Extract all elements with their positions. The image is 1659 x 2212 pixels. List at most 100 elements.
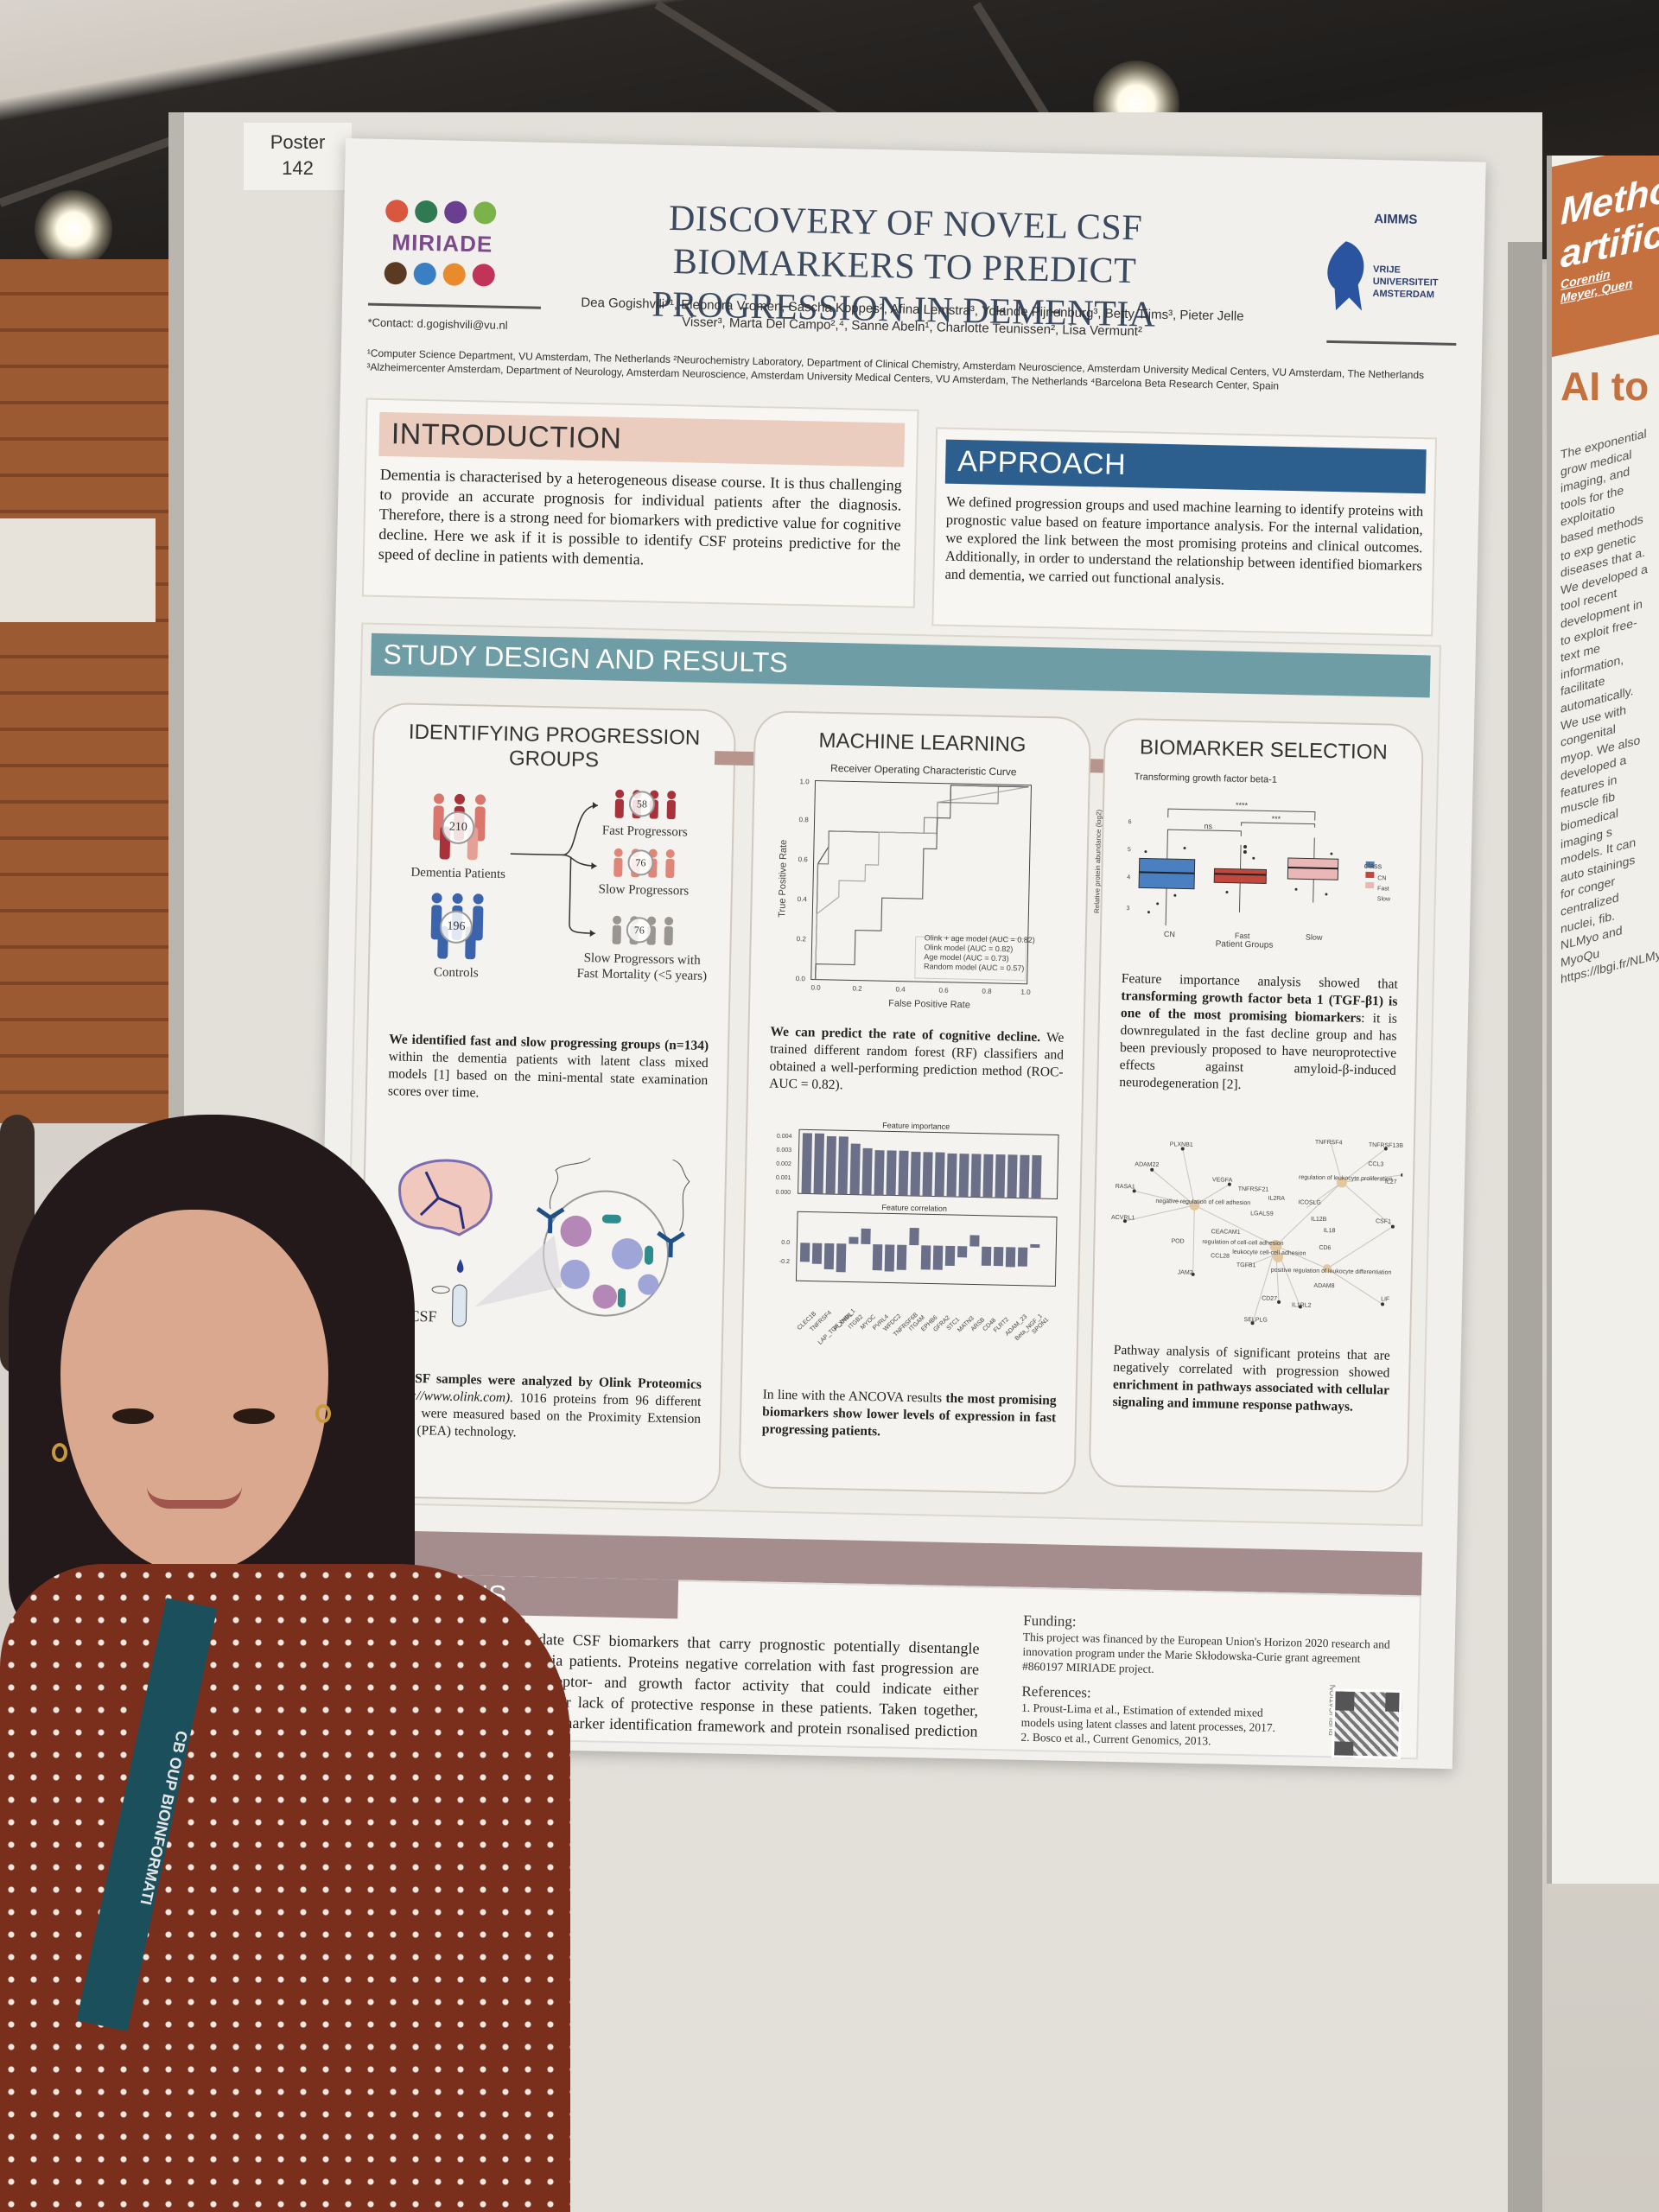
test-tube-icon bbox=[451, 1284, 467, 1327]
svg-text:5: 5 bbox=[1128, 847, 1131, 853]
svg-text:CCL3: CCL3 bbox=[1368, 1161, 1383, 1167]
svg-text:0.6: 0.6 bbox=[938, 987, 949, 995]
earring-icon bbox=[315, 1404, 331, 1423]
fast-label: Fast Progressors bbox=[601, 823, 688, 840]
gene-tick-labels: CLEC1B TNFRSF4 LAP_TGF_beta_1 PLXNB1 ITG… bbox=[795, 1292, 1064, 1357]
funding-text: This project was financed by the Europea… bbox=[1021, 1630, 1390, 1675]
progression-groups-text: We identified fast and slow progressing … bbox=[388, 1031, 709, 1107]
vu-amsterdam-logo: AIMMS VRIJE UNIVERSITEIT AMSTERDAM bbox=[1319, 211, 1451, 334]
smile bbox=[147, 1486, 242, 1509]
miriade-logo: MIRIADE bbox=[384, 199, 498, 289]
brain-icon bbox=[398, 1159, 493, 1236]
svg-text:ICOSLG: ICOSLG bbox=[1298, 1199, 1321, 1206]
boxplot-xlabel: Patient Groups bbox=[1215, 939, 1274, 950]
svg-text:0.0: 0.0 bbox=[796, 975, 806, 982]
svg-text:0.002: 0.002 bbox=[776, 1161, 791, 1167]
logo-dot-icon bbox=[473, 201, 497, 225]
branch-arrows bbox=[510, 802, 598, 938]
study-design-section: STUDY DESIGN AND RESULTS IDENTIFYING PRO… bbox=[342, 622, 1441, 1527]
svg-text:CEACAM1: CEACAM1 bbox=[1211, 1229, 1241, 1236]
vu-wordmark: VRIJE UNIVERSITEIT AMSTERDAM bbox=[1372, 264, 1439, 301]
approach-text: We defined progression groups and used m… bbox=[944, 493, 1424, 588]
boxplot-legend-cn: CN bbox=[1377, 875, 1387, 882]
progression-groups-panel: IDENTIFYING PROGRESSION GROUPS 210 Demen… bbox=[357, 702, 737, 1505]
svg-text:1.0: 1.0 bbox=[1020, 988, 1031, 996]
logo-dot-icon bbox=[443, 200, 467, 224]
polka-dot-blouse bbox=[0, 1564, 570, 2212]
boxplot-tick-cn: CN bbox=[1163, 930, 1176, 939]
svg-text:TNFRSF4: TNFRSF4 bbox=[1315, 1140, 1343, 1147]
tgfb1-text-bold: transforming growth factor beta 1 (TGF-β… bbox=[1120, 988, 1398, 1026]
feature-importance-plot: 0.004 0.003 0.002 0.001 0.000 bbox=[775, 1128, 1059, 1200]
sig-ns: ns bbox=[1204, 822, 1212, 830]
svg-text:JAM2: JAM2 bbox=[1178, 1269, 1193, 1275]
svg-text:regulation of leukocyte prolif: regulation of leukocyte proliferation bbox=[1299, 1174, 1393, 1182]
svg-text:6: 6 bbox=[1128, 819, 1132, 825]
eye bbox=[112, 1408, 154, 1424]
network-graph: negative regulation of cell adhesion reg… bbox=[1111, 1138, 1405, 1325]
svg-text:TNFRSF21: TNFRSF21 bbox=[1238, 1186, 1269, 1193]
svg-text:0.8: 0.8 bbox=[982, 988, 992, 995]
svg-text:negative regulation of cell ad: negative regulation of cell adhesion bbox=[1155, 1198, 1250, 1206]
miriade-wordmark: MIRIADE bbox=[391, 229, 493, 257]
feature-importance-chart: Feature importance 0.004 0.003 0.002 0.001 0… bbox=[760, 1118, 1068, 1367]
svg-text:0.2: 0.2 bbox=[852, 985, 862, 993]
ancova-text: In line with the ANCOVA results the most… bbox=[762, 1386, 1057, 1444]
progression-groups-text-rest: within the dementia patients with latent… bbox=[387, 1049, 709, 1101]
neighbor-body-text: The exponential grow medical imaging, an… bbox=[1560, 426, 1659, 987]
biomarker-selection-title: BIOMARKER SELECTION bbox=[1139, 735, 1389, 765]
presenter-person: CB OUP BIOINFORMATI bbox=[0, 1115, 570, 2212]
svg-text:IL2RA: IL2RA bbox=[1268, 1196, 1285, 1202]
slow-label: Slow Progressors bbox=[598, 882, 690, 899]
boxplot-ylabel: Relative protein abundance (log2) bbox=[1092, 809, 1103, 914]
boxplot-tick-slow: Slow bbox=[1305, 932, 1323, 942]
svg-text:0.8: 0.8 bbox=[799, 816, 810, 823]
svg-text:CSF1: CSF1 bbox=[1376, 1218, 1391, 1224]
tgfb1-boxplot: Transforming growth factor beta-1 ns *** *… bbox=[1093, 771, 1411, 950]
introduction-text: Dementia is characterised by a heterogen… bbox=[378, 465, 902, 569]
svg-text:CCL28: CCL28 bbox=[1211, 1253, 1230, 1259]
logo-dot-icon bbox=[385, 199, 409, 223]
svg-text:0.000: 0.000 bbox=[775, 1190, 791, 1196]
earring-icon bbox=[52, 1443, 67, 1462]
publication-qr-code[interactable] bbox=[1331, 1688, 1402, 1759]
pathway-network: negative regulation of cell adhesion reg… bbox=[1105, 1134, 1405, 1331]
tgfb1-text: Feature importance analysis showed that … bbox=[1119, 970, 1398, 1097]
header-rule-right bbox=[1326, 340, 1457, 346]
svg-text:RASA1: RASA1 bbox=[1116, 1184, 1135, 1190]
pathway-text-bold: enrichment in pathways associated with c… bbox=[1112, 1376, 1390, 1414]
svg-text:TGFB1: TGFB1 bbox=[1236, 1262, 1256, 1268]
svg-text:3: 3 bbox=[1126, 906, 1129, 912]
svg-text:POD: POD bbox=[1171, 1238, 1184, 1244]
drop-icon bbox=[456, 1259, 464, 1274]
approach-heading: APPROACH bbox=[944, 439, 1427, 494]
boxplot-tick-fast: Fast bbox=[1234, 931, 1250, 941]
controls-label: Controls bbox=[433, 965, 479, 981]
roc-legend-3: Age model (AUC = 0.73) bbox=[924, 952, 1009, 963]
svg-text:TNFRSF13B: TNFRSF13B bbox=[1369, 1142, 1403, 1149]
svg-text:0.0: 0.0 bbox=[781, 1240, 790, 1246]
svg-text:LGALS9: LGALS9 bbox=[1250, 1211, 1274, 1217]
ml-text: We can predict the rate of cognitive dec… bbox=[769, 1024, 1065, 1099]
svg-text:IL1RL2: IL1RL2 bbox=[1292, 1302, 1312, 1308]
svg-text:0.004: 0.004 bbox=[777, 1134, 792, 1140]
slow-mortality-label: Slow Progressors with Fast Mortality (<5… bbox=[576, 950, 708, 983]
ceiling-light bbox=[35, 190, 112, 268]
svg-text:IL27: IL27 bbox=[1385, 1179, 1397, 1185]
boxplot-legend-title: class bbox=[1363, 861, 1382, 871]
svg-text:0.2: 0.2 bbox=[797, 935, 807, 943]
neighbor-section-title: AI to bbox=[1560, 364, 1649, 409]
dementia-label: Dementia Patients bbox=[410, 865, 506, 882]
boxplot-legend-slow: Slow bbox=[1376, 896, 1391, 903]
logo-dot-icon bbox=[384, 261, 408, 285]
svg-text:0.0: 0.0 bbox=[810, 983, 821, 991]
antibody-icon bbox=[657, 1230, 685, 1258]
header-rule-left bbox=[367, 302, 541, 309]
svg-text:ACVRL1: ACVRL1 bbox=[1111, 1215, 1135, 1222]
ancova-text-rest: In line with the ANCOVA results bbox=[762, 1387, 946, 1406]
svg-text:ADAM8: ADAM8 bbox=[1313, 1283, 1334, 1290]
svg-text:leukocyte cell-cell adhesion: leukocyte cell-cell adhesion bbox=[1232, 1249, 1306, 1257]
poster-number-tag: Poster 142 bbox=[244, 123, 352, 190]
logo-dot-icon bbox=[413, 262, 437, 286]
